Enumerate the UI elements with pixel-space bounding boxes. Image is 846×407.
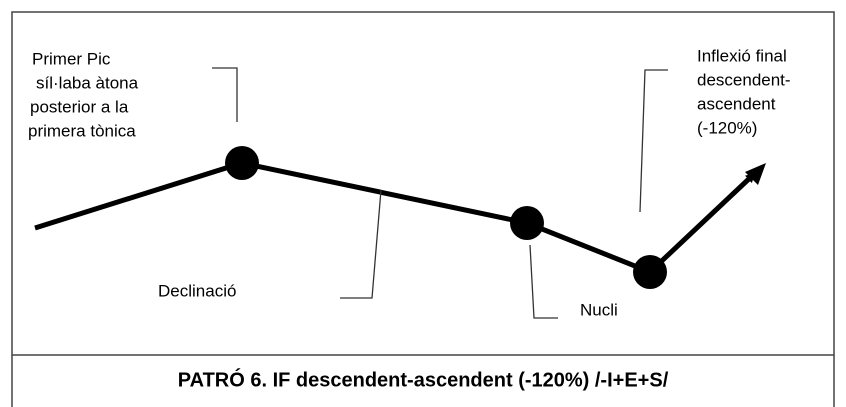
arrow-head bbox=[745, 163, 766, 185]
inflection-dot bbox=[633, 255, 667, 289]
label-line: síl·laba àtona bbox=[36, 73, 139, 92]
leader-line bbox=[212, 67, 238, 122]
nucleus-label: Nucli bbox=[580, 300, 618, 319]
caption: PATRÓ 6. IF descendent-ascendent (-120%)… bbox=[178, 367, 669, 391]
label-line: posterior a la bbox=[30, 97, 129, 116]
frame bbox=[11, 11, 835, 356]
label-line: ascendent bbox=[697, 94, 776, 113]
leader-line bbox=[529, 244, 558, 319]
label-line: Primer Pic bbox=[32, 49, 111, 68]
label-line: descendent- bbox=[697, 70, 791, 89]
label-line: primera tònica bbox=[28, 121, 136, 140]
label-line: (-120%) bbox=[697, 118, 757, 137]
contour-line bbox=[34, 160, 756, 275]
declination-label: Declinació bbox=[158, 281, 236, 300]
peak-dot bbox=[225, 146, 259, 180]
leader-line bbox=[639, 69, 668, 213]
nucleus-dot bbox=[510, 206, 544, 240]
leader-line bbox=[340, 189, 382, 299]
label-line: Inflexió final bbox=[697, 46, 787, 65]
